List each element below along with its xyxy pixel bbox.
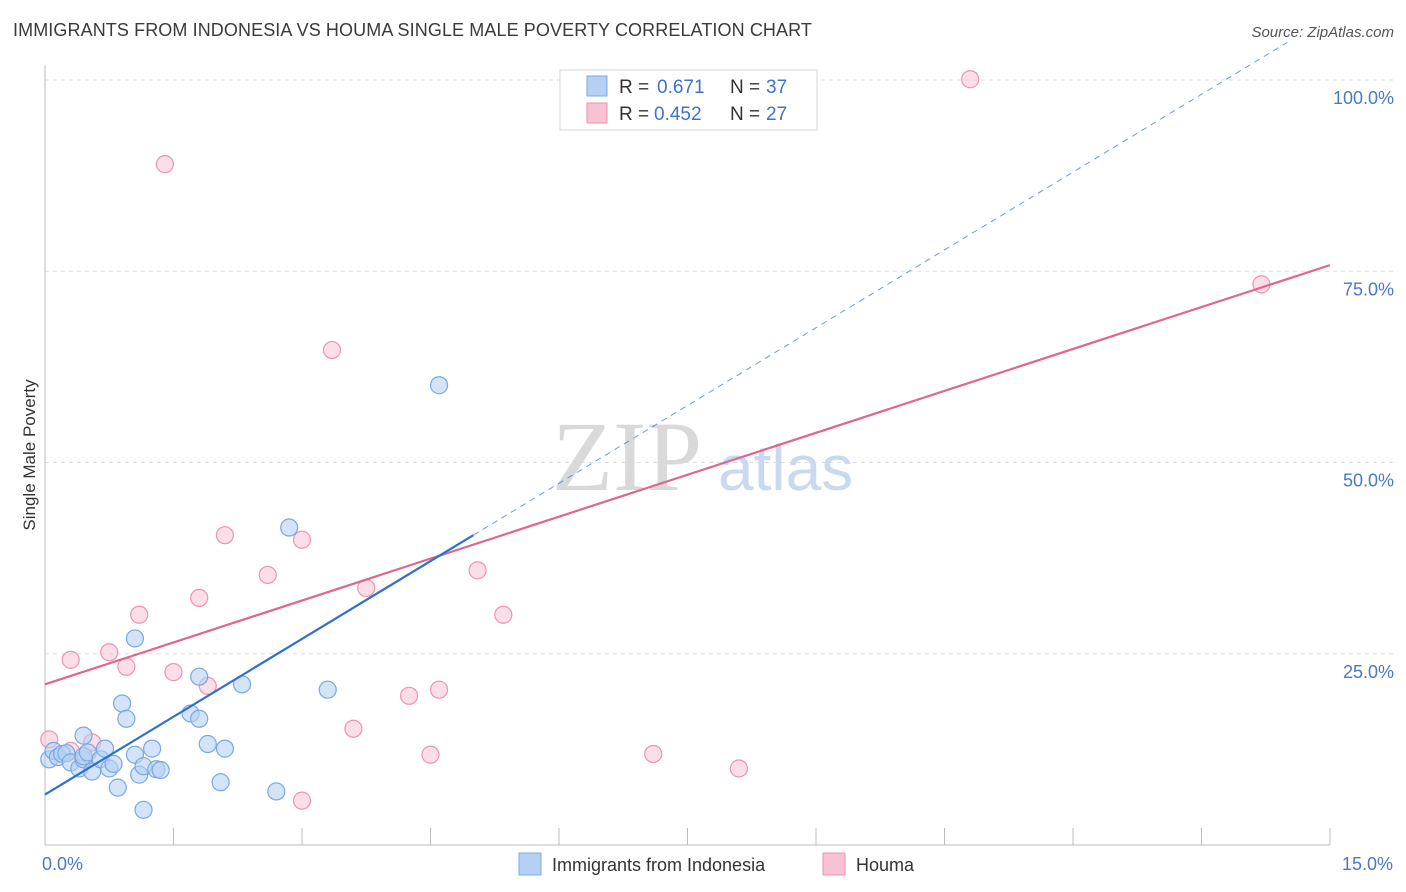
y-axis-label: Single Male Poverty [20, 379, 39, 531]
indonesia-point [215, 739, 234, 758]
watermark-atlas: atlas [718, 432, 853, 504]
indonesia-point [142, 739, 162, 758]
houma-point [258, 565, 277, 585]
indonesia-trend-extension [473, 42, 1288, 536]
houma-point [155, 155, 175, 174]
indonesia-point [125, 629, 145, 648]
indonesia-point [190, 667, 209, 686]
bottom-legend: Immigrants from Indonesia Houma [518, 852, 915, 876]
indonesia-point [151, 760, 170, 780]
houma-point [494, 605, 513, 624]
houma-point [130, 605, 149, 624]
indonesia-point [267, 782, 286, 801]
houma-point [100, 643, 119, 662]
houma-point [292, 791, 312, 810]
indonesia-point [104, 754, 123, 774]
y-tick-labels: 25.0% 50.0% 75.0% 100.0% [1333, 88, 1394, 682]
chart-title: IMMIGRANTS FROM INDONESIA VS HOUMA SINGL… [13, 20, 812, 40]
houma-point [344, 719, 363, 738]
legend-n-label: N = [730, 77, 760, 98]
y-tick-label: 75.0% [1343, 279, 1394, 299]
indonesia-points [40, 376, 449, 819]
indonesia-point [134, 800, 153, 819]
legend-n-value: 27 [766, 104, 787, 125]
houma-point [644, 744, 663, 764]
indonesia-point [198, 734, 217, 754]
indonesia-point [74, 726, 93, 745]
legend-r-value: 0.452 [654, 104, 702, 125]
houma-point [322, 340, 342, 360]
houma-point [164, 663, 183, 682]
bottom-legend-label-indonesia: Immigrants from Indonesia [552, 855, 766, 875]
indonesia-point [190, 709, 209, 728]
houma-point [468, 561, 487, 580]
houma-point [190, 588, 209, 608]
y-tick-label: 50.0% [1343, 471, 1394, 491]
houma-point [399, 686, 419, 705]
trend-lines [44, 42, 1331, 796]
legend-n-label: N = [730, 104, 760, 125]
y-tick-label: 25.0% [1343, 662, 1394, 682]
houma-point [215, 526, 234, 545]
y-tick-label: 100.0% [1333, 88, 1394, 108]
x-tick-labels: 0.0% 15.0% [42, 854, 1393, 874]
source-label: Source: ZipAtlas.com [1251, 24, 1394, 41]
bottom-legend-swatch-indonesia [518, 852, 542, 876]
bottom-legend-swatch-houma [822, 852, 846, 876]
houma-point [429, 680, 449, 699]
houma-trend-line [44, 264, 1331, 686]
houma-point [61, 650, 80, 669]
houma-point [961, 70, 980, 89]
indonesia-point [318, 680, 337, 699]
houma-point [421, 745, 440, 764]
watermark: ZIP atlas [552, 401, 853, 512]
houma-point [292, 530, 312, 549]
indonesia-trend-line [44, 534, 474, 796]
indonesia-point [211, 773, 230, 792]
legend: R = 0.671 N = 37 R = 0.452 N = 27 [559, 69, 818, 131]
bottom-legend-label-houma: Houma [856, 855, 915, 875]
indonesia-point [108, 778, 127, 797]
legend-swatch-indonesia [586, 75, 608, 97]
indonesia-point [117, 709, 136, 728]
gridlines [45, 79, 1395, 655]
indonesia-point [280, 518, 299, 537]
houma-point [729, 759, 749, 778]
legend-n-value: 37 [766, 77, 787, 98]
indonesia-point [429, 376, 449, 395]
legend-r-value: 0.671 [657, 77, 705, 98]
indonesia-point [112, 694, 132, 713]
axes [44, 65, 1331, 846]
legend-swatch-houma [586, 102, 608, 124]
x-tick-label: 15.0% [1342, 854, 1393, 874]
legend-r-label: R = [619, 77, 649, 98]
x-tick-label: 0.0% [42, 854, 83, 874]
legend-r-label: R = [619, 104, 649, 125]
